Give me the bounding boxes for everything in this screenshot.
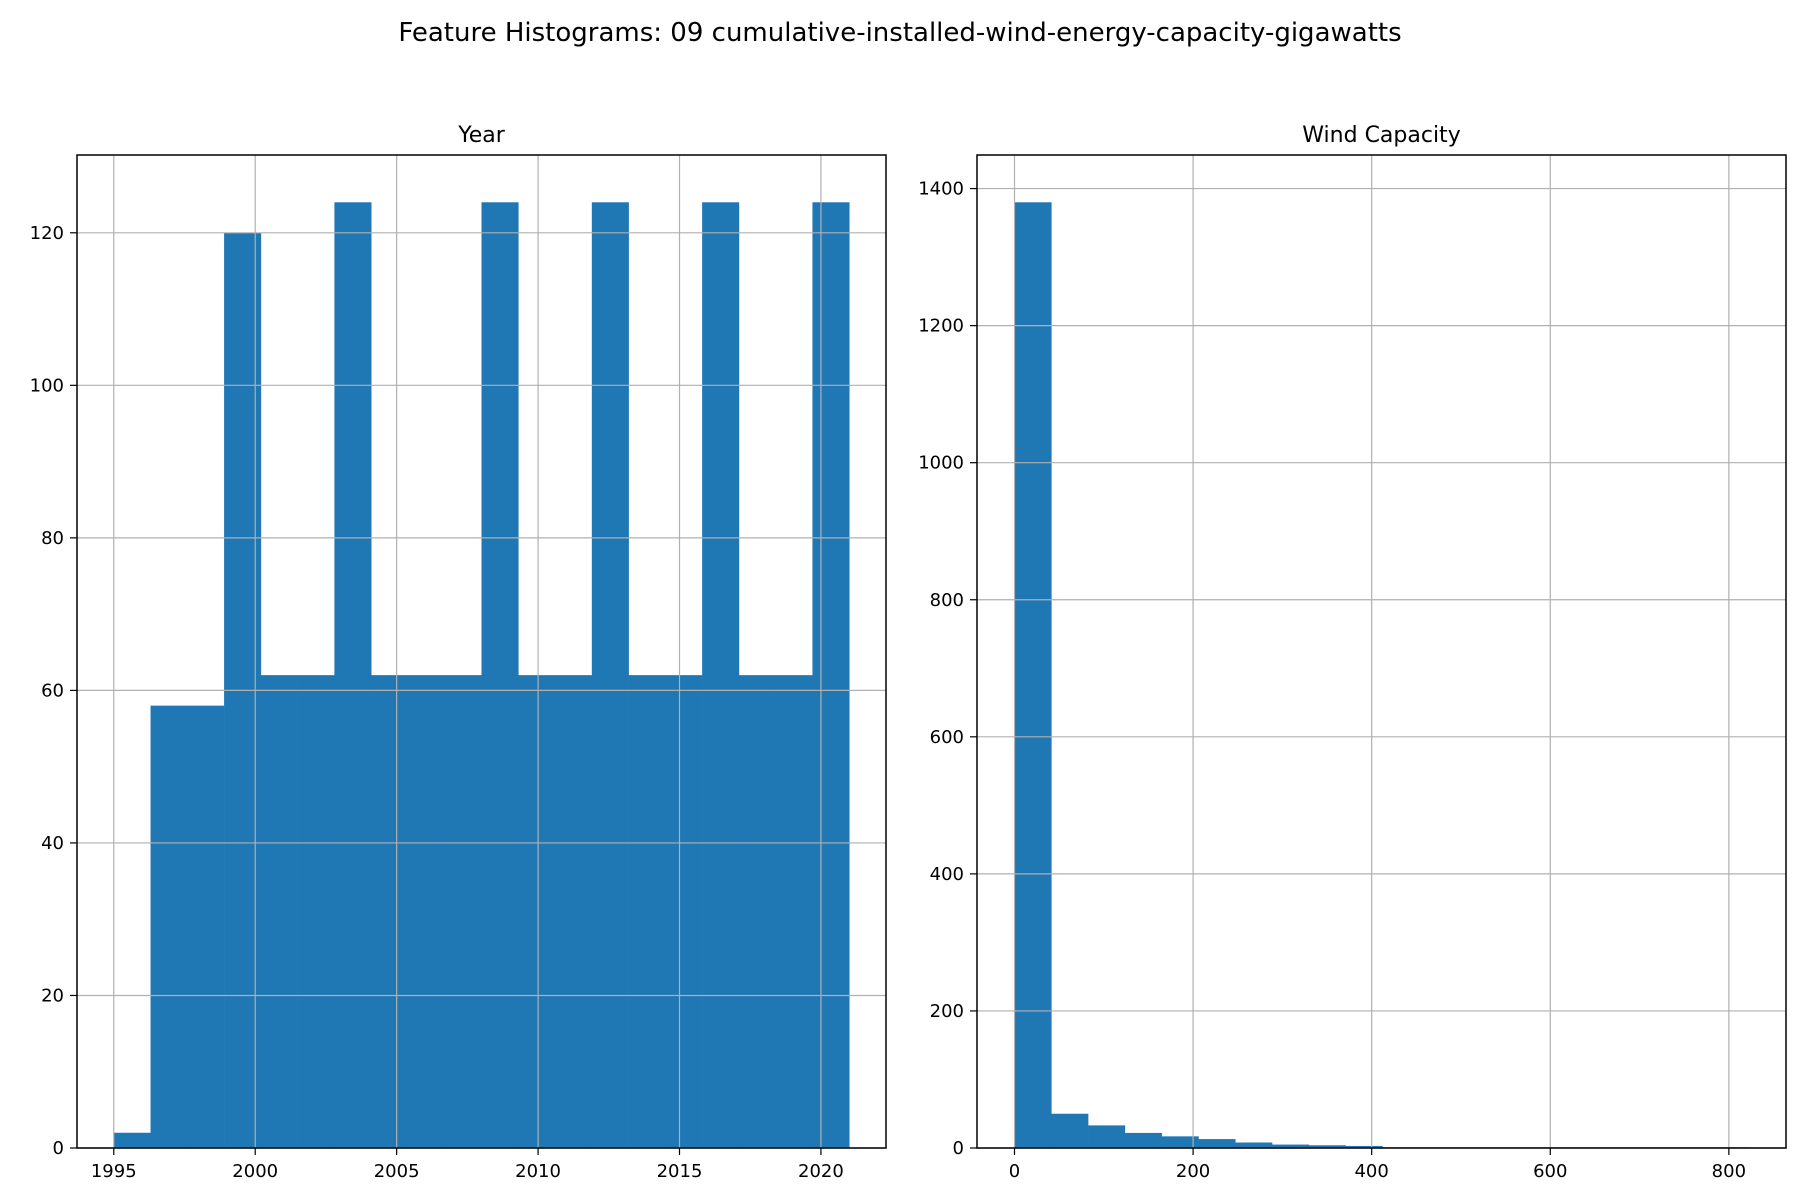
- panel-1-bar-4: [1161, 1136, 1199, 1148]
- panel-1-bar-0: [1014, 202, 1052, 1149]
- panel-0-x-tick-label-5: 2020: [798, 1161, 844, 1182]
- panel-0-bar-11: [518, 675, 556, 1148]
- panel-0-bar-1: [150, 705, 188, 1148]
- panel-0-bar-15: [665, 675, 703, 1148]
- panel-1-bar-7: [1272, 1144, 1310, 1148]
- panel-1-bar-9: [1345, 1145, 1383, 1148]
- panel-0-x-tick-label-3: 2010: [515, 1161, 561, 1182]
- panel-0-axes-frame: [76, 154, 887, 1149]
- panel-1-y-tick-label-2: 400: [930, 864, 964, 885]
- panel-1-title: Wind Capacity: [1302, 123, 1460, 148]
- panel-0-bar-18: [775, 675, 813, 1148]
- panel-0-bar-4: [260, 675, 298, 1148]
- panel-wind-capacity: 0 200 400 600 800 0 200 400 600 800 1000 1200 1400 Wi…: [918, 123, 1787, 1182]
- panel-1-x-tick-label-2: 400: [1354, 1161, 1388, 1182]
- panel-0-bar-8: [407, 675, 446, 1148]
- panel-0-bar-0: [113, 1132, 151, 1148]
- panel-0-x-tick-label-2: 2005: [374, 1161, 420, 1182]
- panel-0-bar-6: [334, 202, 372, 1149]
- panel-0-bar-5: [297, 675, 335, 1148]
- panel-1-y-tick-label-0: 0: [953, 1138, 964, 1159]
- panel-0-y-tick-label-3: 60: [41, 680, 64, 701]
- panel-1-bar-5: [1198, 1139, 1236, 1148]
- panel-0-y-tick-label-4: 80: [41, 528, 64, 549]
- panel-1-x-tick-label-3: 600: [1533, 1161, 1567, 1182]
- panel-0-bar-9: [444, 675, 482, 1148]
- panel-0-bar-16: [702, 202, 740, 1149]
- panel-0-bar-14: [628, 675, 666, 1148]
- panel-1-bar-3: [1124, 1132, 1162, 1148]
- panel-0-bar-2: [187, 705, 225, 1148]
- panel-0-bar-13: [591, 202, 629, 1149]
- panel-1-bar-1: [1051, 1113, 1089, 1148]
- panel-0-bar-7: [371, 675, 409, 1148]
- panel-0-y-tick-label-1: 20: [41, 985, 64, 1006]
- panel-1-y-tick-label-5: 1000: [918, 453, 964, 474]
- panel-0-y-tick-label-2: 40: [41, 833, 64, 854]
- panel-1-bar-2: [1088, 1125, 1126, 1148]
- panel-year: 1995 2000 2005 2010 2015 2020 0 20 40 60 80 100 120 Y…: [30, 123, 887, 1182]
- panel-1-y-tick-label-3: 600: [930, 727, 964, 748]
- figure-title: Feature Histograms: 09 cumulative-instal…: [398, 18, 1402, 48]
- panel-0-bar-10: [481, 202, 519, 1149]
- panel-0-x-tick-label-0: 1995: [91, 1161, 137, 1182]
- panel-1-y-tick-label-1: 200: [930, 1001, 964, 1022]
- panel-1-bar-6: [1235, 1142, 1273, 1148]
- panel-0-bar-19: [812, 202, 850, 1149]
- panel-0-x-tick-label-4: 2015: [657, 1161, 703, 1182]
- panel-0-bar-12: [555, 675, 593, 1148]
- panel-0-y-tick-label-6: 120: [30, 223, 64, 244]
- panel-1-x-tick-label-0: 0: [1009, 1161, 1020, 1182]
- panel-1-x-tick-label-4: 800: [1712, 1161, 1746, 1182]
- panel-1-y-tick-label-6: 1200: [918, 316, 964, 337]
- panel-1-y-tick-label-4: 800: [930, 590, 964, 611]
- panel-1-bar-8: [1308, 1145, 1346, 1148]
- panel-1-axes-frame: [976, 154, 1787, 1149]
- panel-0-x-tick-label-1: 2000: [232, 1161, 278, 1182]
- panel-0-y-tick-label-5: 100: [30, 375, 64, 396]
- panel-1-y-tick-label-7: 1400: [918, 179, 964, 200]
- panel-0-title: Year: [457, 123, 506, 148]
- panel-1-x-tick-label-1: 200: [1176, 1161, 1210, 1182]
- panel-0-bar-17: [738, 675, 776, 1148]
- panel-0-y-tick-label-0: 0: [53, 1138, 64, 1159]
